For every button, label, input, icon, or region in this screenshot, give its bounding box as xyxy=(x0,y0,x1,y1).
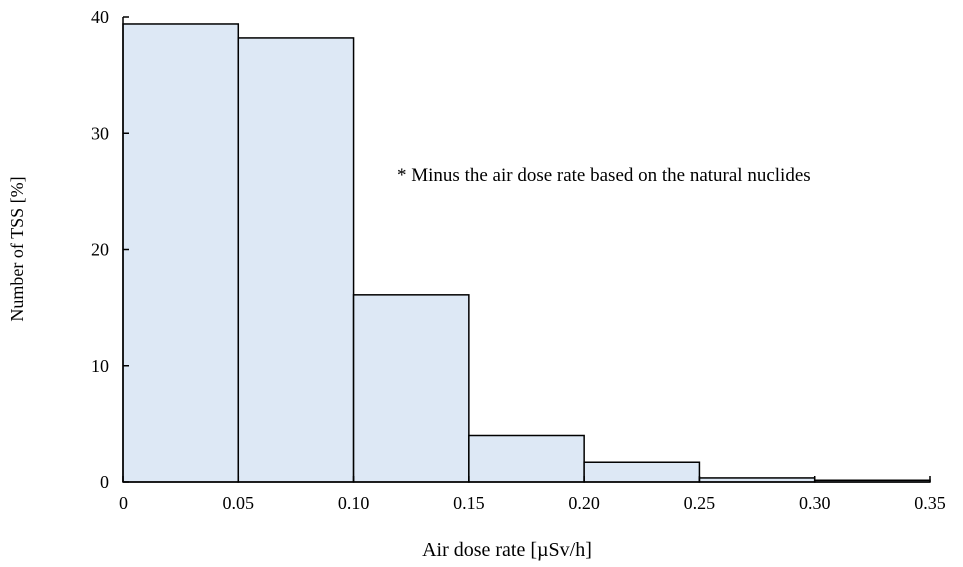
bar-1 xyxy=(237,37,355,483)
x-tick-label: 0.05 xyxy=(223,493,255,513)
y-tick-label: 0 xyxy=(100,472,109,492)
y-tick-label: 30 xyxy=(91,123,109,143)
bars-group xyxy=(122,23,931,483)
annotation-note: * Minus the air dose rate based on the n… xyxy=(397,165,811,186)
x-tick-label: 0.30 xyxy=(799,493,831,513)
x-tick-label: 0.25 xyxy=(684,493,716,513)
x-tick-label: 0.35 xyxy=(914,493,946,513)
y-axis-title: Number of TSS [%] xyxy=(7,176,27,321)
bar-2 xyxy=(352,294,470,483)
y-ticks-group: 0 10 20 30 40 xyxy=(91,7,129,492)
x-tick-label: 0 xyxy=(119,493,128,513)
x-ticks-group: 0 0.05 0.10 0.15 0.20 0.25 0.30 0.35 xyxy=(119,476,946,513)
bar-0 xyxy=(122,23,240,483)
x-tick-label: 0.10 xyxy=(338,493,370,513)
x-tick-label: 0.20 xyxy=(568,493,600,513)
x-axis-title: Air dose rate [µSv/h] xyxy=(422,539,592,561)
bar-3 xyxy=(468,434,585,483)
x-tick-label: 0.15 xyxy=(453,493,485,513)
y-tick-label: 20 xyxy=(91,240,109,260)
y-tick-label: 10 xyxy=(91,356,109,376)
y-tick-label: 40 xyxy=(91,7,109,27)
bar-4 xyxy=(583,461,701,483)
